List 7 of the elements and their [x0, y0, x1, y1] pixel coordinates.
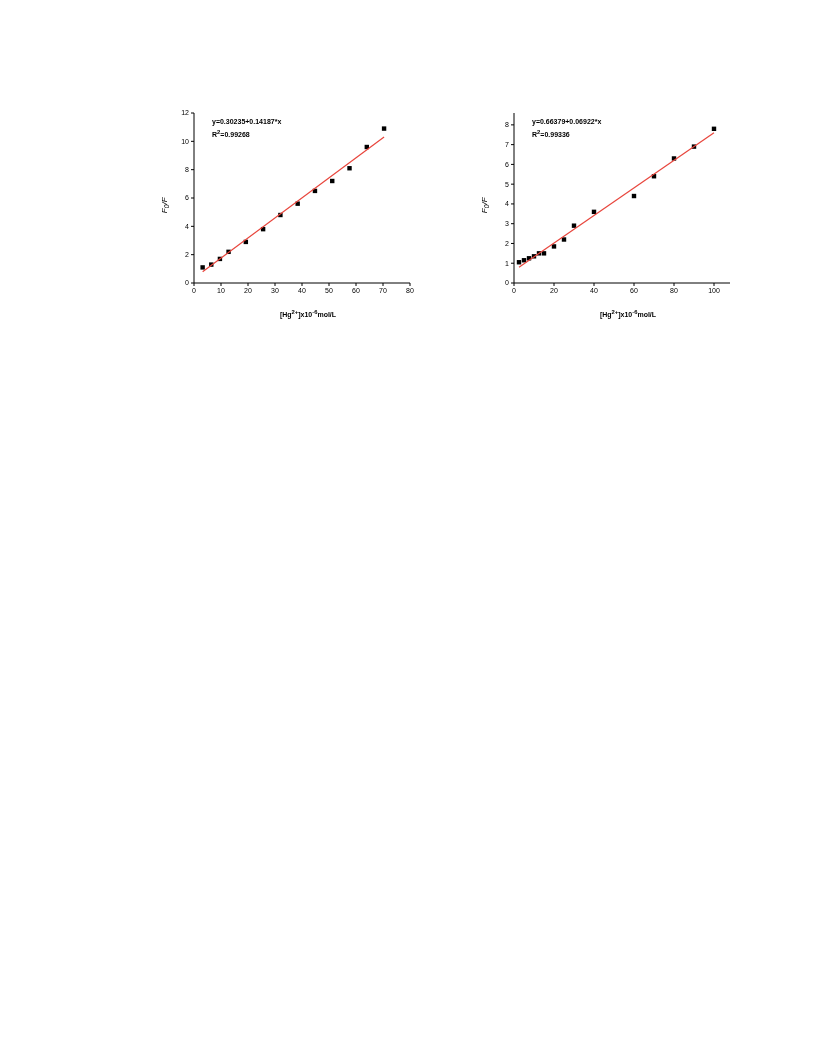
point: [551, 244, 557, 249]
point: [571, 223, 577, 228]
point: [347, 166, 352, 171]
point: [561, 237, 567, 242]
point: [381, 126, 387, 131]
point: [200, 265, 205, 270]
point: [541, 251, 547, 256]
